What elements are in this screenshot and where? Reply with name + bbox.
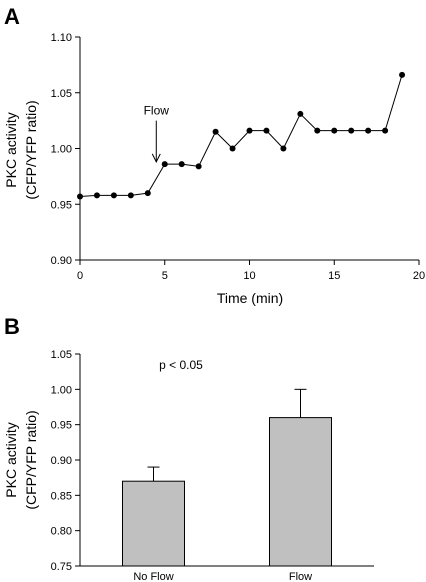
panel-b-bar-chart: B PKC activity (CFP/YFP ratio) 0.750.800… (3, 314, 374, 582)
panel-b-category-label: Flow (289, 571, 312, 582)
panel-a-data-point (127, 192, 134, 199)
panel-b-ylabel-line1: PKC activity (3, 422, 19, 497)
panel-a-ytick-label: 1.05 (51, 88, 72, 100)
panel-b-ytick-label: 0.85 (51, 490, 72, 502)
panel-a-data-point (246, 127, 253, 134)
panel-b-ytick-label: 0.80 (51, 526, 72, 538)
panel-b-ytick-label: 0.75 (51, 561, 72, 573)
panel-a-data-point (229, 145, 236, 152)
panel-a-ytick-label: 1.10 (51, 32, 72, 44)
panel-a-xtick-label: 0 (77, 270, 83, 282)
panel-a-ytick-label: 0.95 (51, 199, 72, 211)
p-value-annotation: p < 0.05 (159, 358, 203, 372)
panel-a-data-point (110, 192, 117, 199)
panel-a-data-point (280, 145, 287, 152)
panel-a-annotation: Flow (144, 104, 170, 163)
panel-a-xtick-label: 15 (328, 270, 340, 282)
panel-b-ytick-label: 0.95 (51, 420, 72, 432)
panel-b-y-ticks: 0.75 0.80 0.85 0.90 0.95 1.00 1.05 (51, 349, 80, 573)
panel-a-xlabel: Time (min) (217, 290, 283, 306)
panel-a-data-point (348, 127, 355, 134)
panel-a-xtick-label: 20 (413, 270, 425, 282)
panel-a-series-line (79, 74, 403, 197)
panel-a-data-point (195, 163, 202, 170)
panel-a-xtick-label: 10 (243, 270, 255, 282)
panel-b-label: B (4, 314, 20, 339)
panel-a-data-point (263, 127, 270, 134)
panel-b-bar (122, 480, 185, 567)
panel-b-bar (269, 417, 332, 567)
panel-a-data-point (297, 110, 304, 117)
panel-a-data-point (382, 127, 389, 134)
panel-a-data-point (212, 128, 219, 135)
panel-a-x-ticks: 0 5 10 15 20 (77, 260, 425, 282)
panel-b-ylabel-line2: (CFP/YFP ratio) (23, 410, 39, 509)
panel-a-xtick-label: 5 (162, 270, 168, 282)
panel-a-line-chart: A PKC activity (CFP/YFP ratio) Time (min… (3, 4, 425, 306)
panel-a-data-point (178, 161, 185, 168)
panel-a-data-point (161, 161, 168, 168)
panel-a-data-point (314, 127, 321, 134)
panel-a-ylabel-line1: PKC activity (3, 112, 19, 187)
flow-arrow-head (151, 153, 161, 163)
panel-a-data-point (77, 193, 83, 200)
panel-a-data-point (399, 71, 406, 78)
panel-a-data-point (144, 190, 151, 197)
panel-a-data-point (93, 192, 100, 199)
panel-b-ytick-label: 1.05 (51, 349, 72, 361)
panel-a-ytick-label: 0.90 (51, 255, 72, 267)
flow-annotation-label: Flow (144, 104, 170, 118)
panel-a-ylabel-line2: (CFP/YFP ratio) (23, 100, 39, 199)
panel-a-ytick-label: 1.00 (51, 144, 72, 156)
panel-b-category-label: No Flow (133, 571, 173, 582)
panel-a-series (77, 71, 406, 200)
panel-b-bars: No Flow Flow (122, 388, 332, 582)
panel-a-data-point (331, 127, 338, 134)
panel-b-ytick-label: 1.00 (51, 384, 72, 396)
panel-a-label: A (4, 4, 20, 29)
panel-b-ytick-label: 0.90 (51, 455, 72, 467)
panel-a-data-point (365, 127, 372, 134)
panel-a-y-ticks: 0.90 0.95 1.00 1.05 1.10 (51, 32, 80, 267)
